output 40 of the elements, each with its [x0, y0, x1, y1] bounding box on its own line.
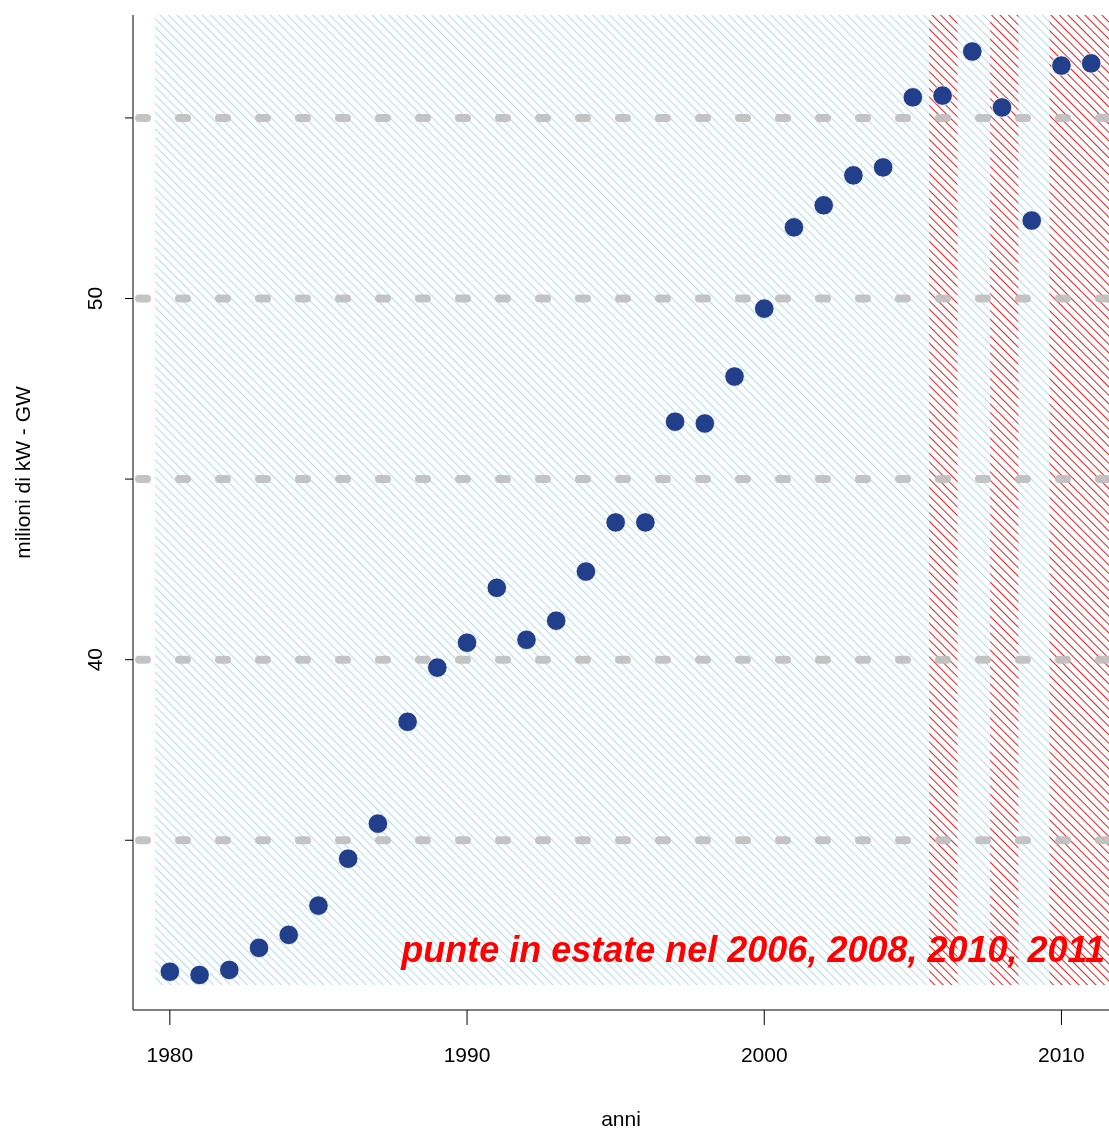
- point: [159, 961, 181, 982]
- point: [546, 610, 567, 631]
- point: [308, 895, 329, 916]
- point: [605, 512, 626, 533]
- point: [694, 413, 715, 434]
- point: [843, 165, 864, 186]
- point: [397, 711, 418, 732]
- point: [516, 629, 537, 650]
- point: [427, 657, 448, 678]
- x-axis-title: anni: [601, 1107, 641, 1130]
- y-tick-label: 40: [83, 647, 107, 672]
- point: [278, 924, 299, 946]
- point: [219, 959, 240, 981]
- point: [754, 298, 775, 319]
- y-axis-title: milioni di kW - GW: [11, 385, 34, 559]
- x-tick-label: 2010: [1038, 1043, 1085, 1066]
- x-tick-label: 2000: [740, 1043, 788, 1066]
- point: [724, 366, 745, 387]
- x-tick-label: 1990: [443, 1043, 491, 1066]
- point: [248, 937, 270, 959]
- point: [1081, 53, 1102, 74]
- point: [962, 41, 983, 62]
- point: [189, 964, 210, 986]
- point: [783, 217, 805, 238]
- point: [338, 848, 359, 869]
- point: [1021, 210, 1042, 231]
- point: [902, 87, 924, 108]
- point: [456, 632, 478, 653]
- point: [872, 157, 894, 178]
- point: [932, 85, 953, 106]
- point: [367, 813, 389, 834]
- point: [1051, 55, 1072, 76]
- point: [991, 97, 1013, 118]
- point: [575, 561, 597, 582]
- point: [486, 577, 507, 598]
- point: [635, 512, 656, 533]
- y-tick-label: 50: [83, 286, 107, 311]
- point: [664, 411, 686, 432]
- point: [813, 195, 834, 216]
- x-tick-label: 1980: [146, 1043, 194, 1066]
